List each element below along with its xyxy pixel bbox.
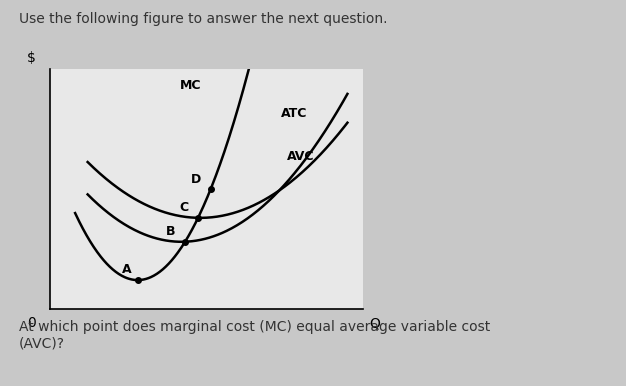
Text: At which point does marginal cost (MC) equal average variable cost
(AVC)?: At which point does marginal cost (MC) e…: [19, 320, 490, 350]
Text: ATC: ATC: [281, 107, 307, 120]
Text: $: $: [27, 51, 36, 65]
Text: 0: 0: [27, 316, 36, 330]
Text: B: B: [167, 225, 176, 238]
Text: MC: MC: [180, 79, 202, 91]
Text: A: A: [122, 264, 131, 276]
Text: Use the following figure to answer the next question.: Use the following figure to answer the n…: [19, 12, 387, 25]
Text: C: C: [180, 201, 188, 214]
Text: D: D: [192, 173, 202, 186]
Text: AVC: AVC: [287, 151, 314, 163]
Text: Q: Q: [369, 316, 380, 330]
